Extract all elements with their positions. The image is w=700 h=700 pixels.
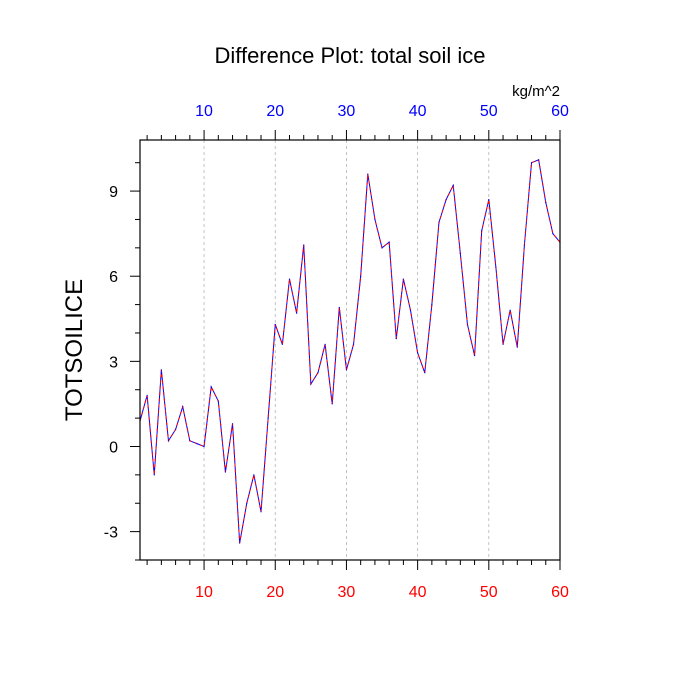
chart-title: Difference Plot: total soil ice <box>214 43 485 68</box>
y-tick-label: 3 <box>109 354 118 371</box>
data-point <box>459 252 461 255</box>
x-tick-label-top: 40 <box>409 103 427 120</box>
data-point <box>288 278 291 280</box>
data-point <box>310 383 312 385</box>
data-point <box>417 352 419 354</box>
data-point <box>296 312 298 314</box>
data-point <box>189 440 191 442</box>
data-point <box>374 218 376 221</box>
data-point <box>281 343 283 345</box>
data-point <box>253 474 255 476</box>
data-point <box>402 278 404 280</box>
data-point <box>488 198 490 201</box>
x-tick-label-top: 20 <box>266 103 284 120</box>
y-tick-label: 6 <box>109 269 118 286</box>
series-line-dashed-overlay <box>139 159 561 544</box>
x-tick-label-top: 10 <box>195 103 213 120</box>
x-tick-label-bottom: 60 <box>551 584 569 601</box>
data-point <box>473 355 476 357</box>
data-point <box>203 445 205 448</box>
data-point <box>538 159 540 161</box>
data-point <box>231 423 234 425</box>
data-point <box>160 369 162 371</box>
data-point <box>495 267 497 269</box>
data-point <box>552 233 554 235</box>
data-point <box>239 542 241 544</box>
data-point <box>317 372 319 374</box>
data-point <box>516 346 518 348</box>
x-tick-label-top: 30 <box>338 103 356 120</box>
data-point <box>174 428 177 431</box>
data-point <box>303 244 305 246</box>
data-point <box>466 323 469 326</box>
data-point <box>352 343 355 345</box>
data-point <box>452 184 454 187</box>
x-tick-label-bottom: 10 <box>195 584 213 601</box>
axis-ticks <box>130 130 561 570</box>
data-point <box>167 440 170 442</box>
data-point <box>388 241 390 243</box>
data-point <box>445 198 447 201</box>
units-label: kg/m^2 <box>512 83 560 100</box>
data-point <box>523 244 526 246</box>
data-point <box>324 343 326 345</box>
data-point <box>360 275 362 277</box>
x-tick-label-bottom: 50 <box>480 584 498 601</box>
data-point <box>395 338 397 340</box>
axis-tick-labels: 10 10 20 20 30 30 40 40 50 50 60 60 -3 0 3 6 9 <box>104 103 569 601</box>
data-point <box>530 162 533 164</box>
data-point <box>367 173 369 175</box>
y-axis-title: TOTSOILICE <box>61 279 88 421</box>
data-point <box>545 201 547 204</box>
data-point <box>431 303 433 306</box>
data-point <box>153 474 155 476</box>
series-line <box>139 159 561 544</box>
data-point <box>481 230 483 232</box>
series-group <box>139 159 561 544</box>
data-point <box>224 471 227 473</box>
data-point <box>210 386 212 388</box>
data-point <box>260 511 262 513</box>
y-tick-label: 9 <box>109 184 118 201</box>
data-point <box>196 443 198 445</box>
y-tick-label: -3 <box>104 525 118 542</box>
plot-frame <box>139 139 561 561</box>
data-point <box>274 323 276 326</box>
data-point <box>338 306 340 309</box>
data-point <box>246 502 248 504</box>
y-tick-label: 0 <box>109 439 118 456</box>
x-tick-label-bottom: 30 <box>338 584 356 601</box>
data-point <box>424 372 426 374</box>
data-point <box>409 309 412 311</box>
x-tick-label-top: 60 <box>551 103 569 120</box>
data-point <box>345 369 348 371</box>
data-point <box>267 417 269 419</box>
data-point <box>381 247 383 249</box>
x-tick-label-top: 50 <box>480 103 498 120</box>
data-point <box>217 400 219 402</box>
data-point <box>182 406 184 408</box>
x-tick-label-bottom: 40 <box>409 584 427 601</box>
grid <box>203 140 490 560</box>
data-point <box>146 394 148 397</box>
data-point <box>502 343 504 345</box>
data-point <box>438 221 440 223</box>
x-tick-label-bottom: 20 <box>266 584 284 601</box>
data-point <box>331 403 333 405</box>
data-point <box>509 309 511 311</box>
